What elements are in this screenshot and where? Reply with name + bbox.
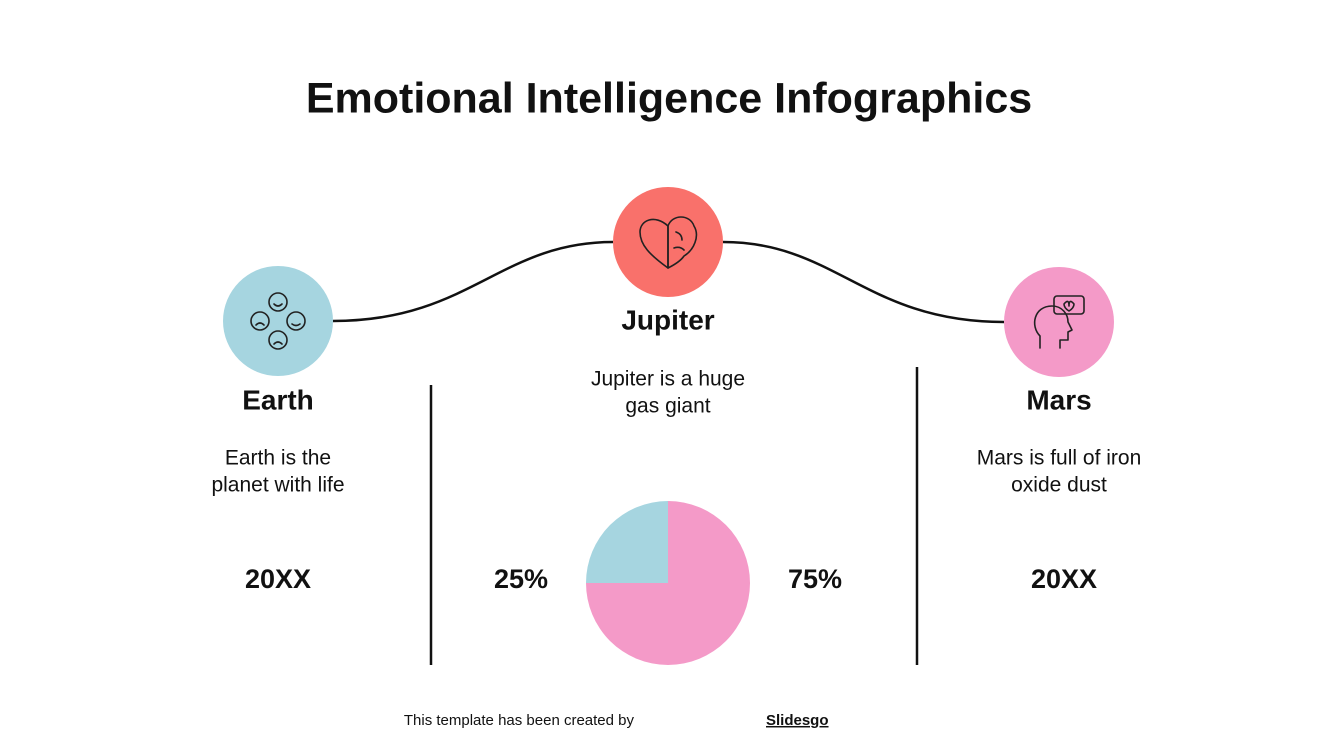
mars-circle — [1004, 267, 1114, 377]
column-name: Mars — [1026, 384, 1091, 415]
footer-text: This template has been created by — [404, 712, 635, 729]
mars-icon — [1033, 295, 1085, 349]
jupiter-icon — [639, 216, 698, 269]
column-value: 20XX — [245, 564, 311, 594]
connector — [332, 240, 1005, 324]
pie-chart: 25% 75% — [494, 501, 842, 665]
title: Emotional Intelligence Infographics — [306, 74, 1032, 122]
pie-label: 75% — [788, 564, 842, 594]
column-description: Earth is the — [225, 447, 331, 470]
footer-link[interactable]: Slidesgo — [766, 712, 829, 729]
column-name: Jupiter — [621, 304, 714, 335]
column-name: Earth — [242, 384, 314, 415]
column-description: gas giant — [625, 395, 710, 418]
pie-slice — [586, 501, 750, 665]
earth-circle — [223, 266, 333, 376]
column-description: planet with life — [211, 474, 344, 497]
earth-icon — [250, 292, 306, 350]
pie-label: 25% — [494, 564, 548, 594]
column-description: oxide dust — [1011, 474, 1107, 497]
pie-slice — [586, 501, 668, 583]
column-description: Mars is full of iron — [977, 447, 1142, 470]
column-value: 20XX — [1031, 564, 1097, 594]
column-description: Jupiter is a huge — [591, 368, 745, 391]
